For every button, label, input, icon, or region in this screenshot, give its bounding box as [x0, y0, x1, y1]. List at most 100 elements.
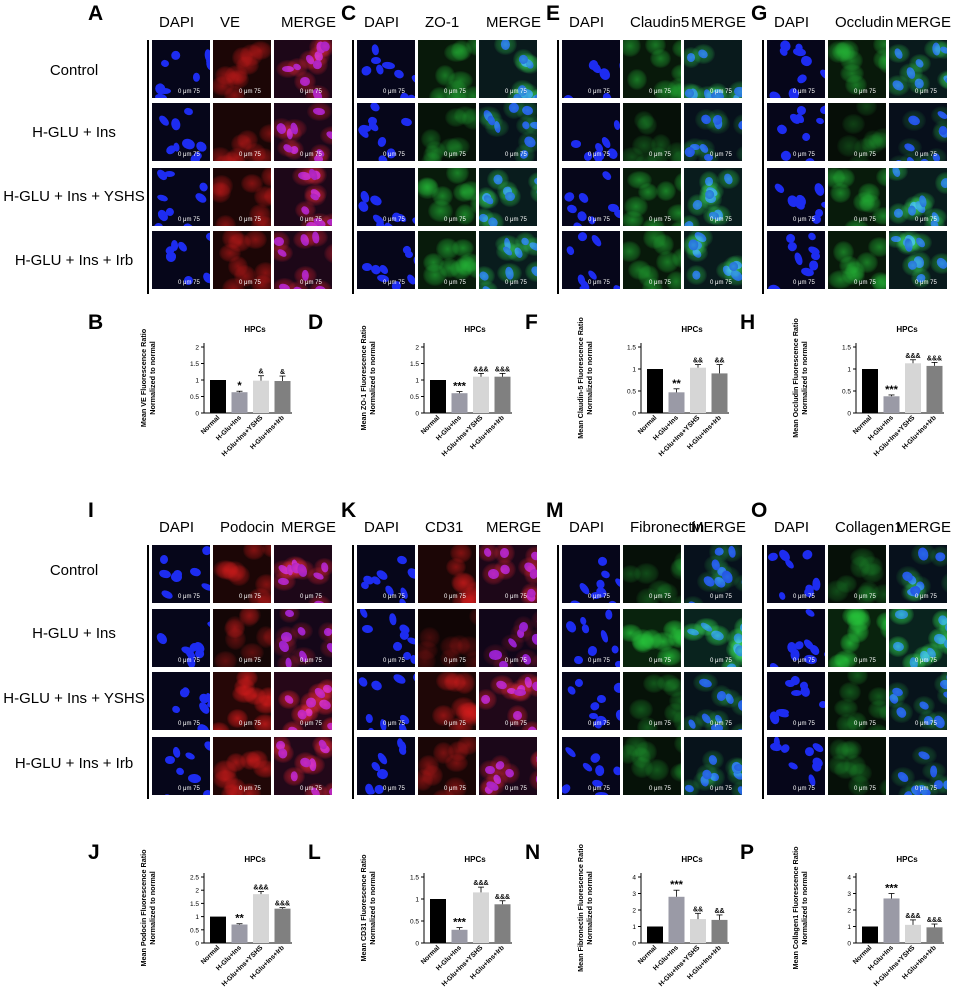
- micrograph-merge: 0 μm 75: [889, 737, 947, 795]
- significance-mark: &&&: [905, 353, 920, 360]
- scale-bar-label: 0 μm 75: [178, 658, 200, 664]
- micrograph-stain: 0 μm 75: [213, 231, 271, 289]
- micrograph-stain: 0 μm 75: [418, 609, 476, 667]
- nucleus: [813, 182, 825, 197]
- significance-mark: &&&: [473, 366, 488, 373]
- micrograph-dapi: 0 μm 75: [562, 40, 620, 98]
- bar-normal: [647, 927, 663, 944]
- y-tick-label: 2: [847, 908, 851, 915]
- panel-rule: [352, 40, 354, 294]
- micrograph-dapi: 0 μm 75: [357, 737, 415, 795]
- nucleus: [160, 589, 174, 601]
- scale-bar-label: 0 μm 75: [915, 594, 937, 600]
- scale-bar-label: 0 μm 75: [588, 217, 610, 223]
- nucleus: [607, 600, 619, 603]
- row-label-1: Control: [0, 62, 148, 79]
- nucleus: [401, 117, 413, 127]
- nucleus: [170, 118, 180, 131]
- significance-mark: &&&: [495, 894, 510, 901]
- nucleus: [411, 215, 415, 226]
- scale-bar-label: 0 μm 75: [178, 280, 200, 286]
- y-tick-label: 3: [632, 891, 636, 898]
- scale-bar-label: 0 μm 75: [649, 152, 671, 158]
- bar-h-glu-ins-irb: [275, 909, 291, 943]
- bar-h-glu-ins: [669, 897, 685, 943]
- channel-header-merge: MERGE: [896, 14, 951, 31]
- scale-bar-label: 0 μm 75: [649, 89, 671, 95]
- nucleus: [153, 729, 163, 730]
- channel-header-dapi: DAPI: [159, 519, 194, 536]
- scale-bar-label: 0 μm 75: [793, 217, 815, 223]
- scale-bar-label: 0 μm 75: [649, 658, 671, 664]
- micrograph-merge: 0 μm 75: [479, 672, 537, 730]
- scale-bar-label: 0 μm 75: [444, 217, 466, 223]
- category-label: Normal: [200, 944, 222, 966]
- y-tick-label: 0.5: [410, 394, 419, 401]
- category-label: Normal: [852, 414, 874, 436]
- bar-h-glu-ins-irb: [712, 373, 728, 413]
- micrograph-dapi: 0 μm 75: [767, 737, 825, 795]
- panel-letter-K: K: [341, 499, 356, 523]
- micrograph-dapi: 0 μm 75: [152, 231, 210, 289]
- micrograph-merge: 0 μm 75: [889, 103, 947, 161]
- y-tick-label: 0.5: [190, 927, 199, 934]
- y-tick-label: 1: [195, 378, 199, 385]
- significance-mark: &&&: [905, 913, 920, 920]
- bar-normal: [210, 917, 226, 943]
- scale-bar-label: 0 μm 75: [854, 721, 876, 727]
- row-label-4: H-GLU + Ins + Irb: [0, 252, 148, 269]
- micrograph-merge: 0 μm 75: [274, 168, 332, 226]
- bar-h-glu-ins-yshs: [905, 925, 921, 943]
- panel-letter-F: F: [525, 311, 538, 334]
- micrograph-merge: 0 μm 75: [479, 609, 537, 667]
- y-axis-label: Mean VE Fluorescence Ratio: [139, 328, 148, 427]
- scale-bar-label: 0 μm 75: [239, 217, 261, 223]
- panel-rule: [147, 545, 149, 799]
- scale-bar-label: 0 μm 75: [383, 217, 405, 223]
- y-tick-label: 1: [847, 367, 851, 374]
- panel-letter-A: A: [88, 2, 103, 26]
- scale-bar-label: 0 μm 75: [710, 721, 732, 727]
- nucleus: [158, 114, 171, 127]
- scale-bar-label: 0 μm 75: [505, 721, 527, 727]
- panel-letter-M: M: [546, 499, 564, 523]
- bar-h-glu-ins: [232, 392, 248, 413]
- micrograph-merge: 0 μm 75: [479, 231, 537, 289]
- channel-header-dapi: DAPI: [569, 519, 604, 536]
- micrograph-dapi: 0 μm 75: [767, 168, 825, 226]
- scale-bar-label: 0 μm 75: [300, 89, 322, 95]
- scale-bar-label: 0 μm 75: [300, 786, 322, 792]
- category-label: Normal: [637, 414, 659, 436]
- bar-h-glu-ins-irb: [927, 927, 943, 943]
- scale-bar-label: 0 μm 75: [505, 280, 527, 286]
- panel-letter-D: D: [308, 311, 323, 334]
- nucleus: [581, 624, 591, 634]
- row-label-3: H-GLU + Ins + YSHS: [0, 188, 148, 205]
- y-axis-label: Normalized to normal: [148, 871, 157, 944]
- micrograph-merge: 0 μm 75: [274, 672, 332, 730]
- y-tick-label: 1.5: [842, 345, 851, 352]
- channel-header-occludin: Occludin: [835, 14, 893, 31]
- micrograph-merge: 0 μm 75: [274, 40, 332, 98]
- micrograph-stain: 0 μm 75: [623, 103, 681, 161]
- bar-normal: [862, 927, 878, 944]
- scale-bar-label: 0 μm 75: [505, 786, 527, 792]
- scale-bar-label: 0 μm 75: [505, 594, 527, 600]
- bar-h-glu-ins: [884, 898, 900, 943]
- scale-bar-label: 0 μm 75: [854, 89, 876, 95]
- nucleus: [819, 701, 825, 709]
- panel-letter-O: O: [751, 499, 767, 523]
- nucleus: [793, 251, 804, 265]
- nucleus: [801, 132, 812, 143]
- bar-h-glu-ins-yshs: [473, 892, 489, 943]
- scale-bar-label: 0 μm 75: [444, 594, 466, 600]
- nucleus: [381, 61, 395, 70]
- scale-bar-label: 0 μm 75: [239, 152, 261, 158]
- nucleus: [152, 221, 165, 226]
- nucleus: [371, 57, 380, 64]
- significance-mark: &&&: [495, 366, 510, 373]
- y-tick-label: 1.5: [190, 901, 199, 908]
- significance-mark: &&&: [473, 880, 488, 887]
- scale-bar-label: 0 μm 75: [588, 594, 610, 600]
- chart-title: HPCs: [244, 855, 266, 864]
